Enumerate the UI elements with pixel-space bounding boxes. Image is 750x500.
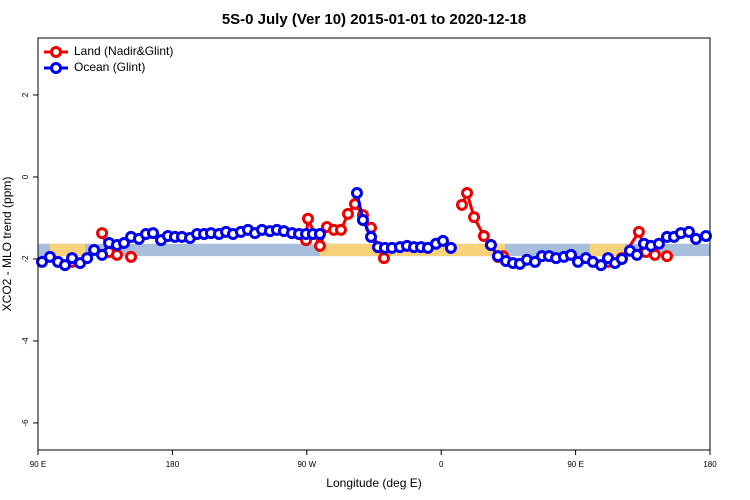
point [96, 248, 109, 261]
x-tick-label: 90 E [567, 460, 583, 469]
y-tick-label: -4 [21, 337, 30, 345]
y-tick-label: -2 [21, 255, 30, 263]
point [468, 211, 481, 224]
point [630, 248, 643, 261]
point [96, 227, 109, 240]
x-tick-label: 90 E [30, 460, 46, 469]
point [365, 230, 378, 243]
point [564, 248, 577, 261]
point [125, 250, 138, 263]
point [491, 250, 504, 263]
point [652, 237, 665, 250]
legend-marker [50, 62, 62, 74]
x-tick-label: 0 [439, 460, 444, 469]
legend-label: Ocean (Glint) [74, 60, 145, 74]
x-axis-label: Longitude (deg E) [326, 476, 421, 490]
point [632, 225, 645, 238]
y-tick-label: 0 [21, 174, 30, 179]
point [66, 252, 79, 265]
plot-frame [37, 37, 711, 451]
y-axis-label: XCO2 - MLO trend (ppm) [0, 177, 14, 312]
point [455, 198, 468, 211]
point [378, 252, 391, 265]
legend-label: Land (Nadir&Glint) [74, 44, 173, 58]
x-tick-label: 180 [166, 460, 180, 469]
point [660, 250, 673, 263]
x-tick-label: 90 W [297, 460, 316, 469]
point [699, 230, 712, 243]
x-tick-label: 180 [703, 460, 717, 469]
chart-title: 5S-0 July (Ver 10) 2015-01-01 to 2020-12… [222, 11, 526, 28]
point [615, 252, 628, 265]
point [484, 239, 497, 252]
point [436, 234, 449, 247]
point [81, 252, 94, 265]
point [461, 186, 474, 199]
point [313, 239, 326, 252]
legend-marker [50, 46, 62, 58]
plot [36, 186, 712, 272]
point [342, 207, 355, 220]
point [477, 230, 490, 243]
point [301, 212, 314, 225]
point [146, 227, 159, 240]
point [689, 232, 702, 245]
band [589, 243, 625, 257]
point [594, 259, 607, 272]
point [682, 225, 695, 238]
point [43, 250, 56, 263]
y-tick-label: 2 [21, 92, 30, 97]
point [313, 227, 326, 240]
y-tick-label: -6 [21, 419, 30, 427]
band [49, 243, 86, 257]
point [334, 223, 347, 236]
point [110, 248, 123, 261]
point [59, 259, 72, 272]
point [350, 186, 363, 199]
point [444, 241, 457, 254]
point [356, 214, 369, 227]
point [118, 236, 131, 249]
